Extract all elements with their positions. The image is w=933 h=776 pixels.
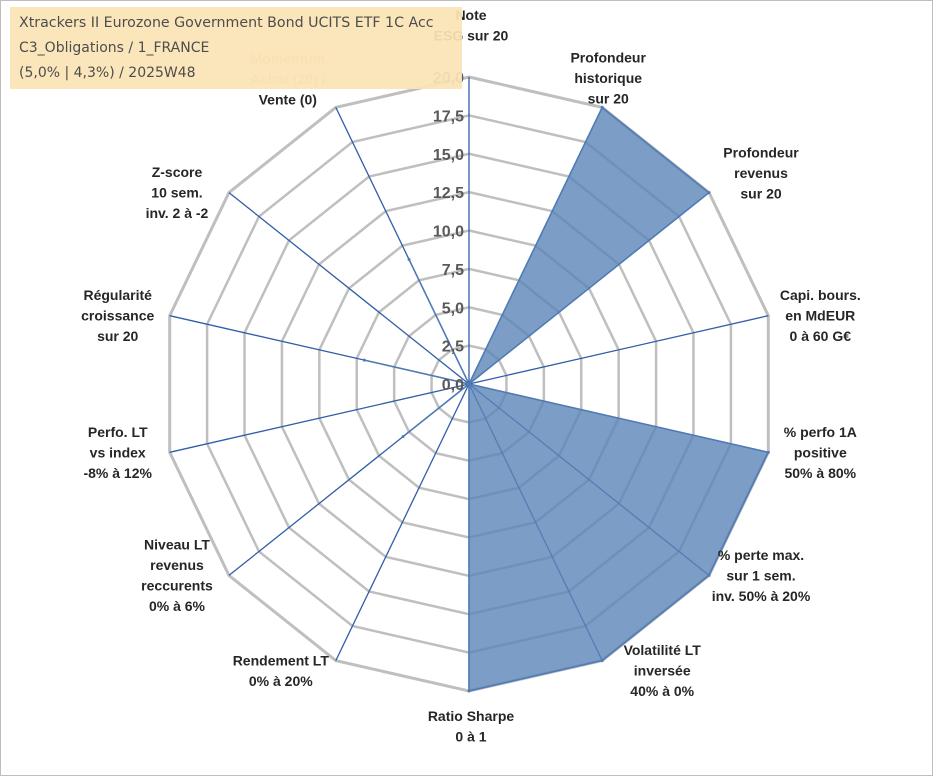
axis-label-8-line-0: Rendement LT — [233, 652, 330, 668]
fund-title: Xtrackers II Eurozone Government Bond UC… — [19, 15, 434, 31]
axis-label-7-line-1: 0 à 1 — [455, 729, 486, 745]
axis-label-11-line-2: sur 20 — [97, 328, 138, 344]
axis-label-2-line-1: revenus — [734, 165, 788, 181]
axis-label-12: Z-score 10 sem. inv. 2 à -2 — [146, 164, 209, 221]
axis-label-7: Ratio Sharpe 0 à 1 — [428, 708, 515, 745]
data-point-11 — [362, 358, 366, 362]
tick-label-1: 2,5 — [442, 339, 464, 356]
axis-label-5-line-2: inv. 50% à 20% — [712, 588, 811, 604]
data-point-13 — [407, 258, 411, 262]
tick-label-7: 17,5 — [433, 108, 464, 125]
data-point-4 — [766, 450, 770, 454]
axis-label-11-line-0: Régularité — [83, 287, 152, 303]
tick-label-5: 12,5 — [433, 185, 464, 202]
axis-label-6: Volatilité LT inversée 40% à 0% — [624, 642, 702, 699]
axis-label-9-line-3: 0% à 6% — [149, 598, 206, 614]
tick-label-4: 10,0 — [433, 224, 464, 241]
data-point-6 — [600, 659, 604, 663]
axis-label-12-line-2: inv. 2 à -2 — [146, 205, 209, 221]
data-point-5 — [707, 573, 711, 577]
axis-label-8-line-1: 0% à 20% — [249, 673, 313, 689]
axis-label-5: % perte max. sur 1 sem. inv. 50% à 20% — [712, 547, 811, 604]
axis-label-4-line-1: positive — [794, 444, 847, 460]
axis-label-0-line-0: Note — [455, 7, 486, 23]
axis-label-1-line-2: sur 20 — [588, 91, 629, 107]
axis-label-1: Profondeur historique sur 20 — [570, 50, 646, 107]
spoke-3 — [468, 315, 769, 385]
spoke-8 — [335, 383, 470, 661]
axis-label-6-line-2: 40% à 0% — [630, 683, 694, 699]
axis-label-10-line-2: -8% à 12% — [83, 465, 152, 481]
axis-label-6-line-0: Volatilité LT — [624, 642, 702, 658]
fund-params: (5,0% | 4,3%) / 2025W48 — [19, 65, 196, 81]
axis-label-4: % perfo 1A positive 50% à 80% — [784, 424, 857, 481]
axis-label-6-line-1: inversée — [634, 663, 691, 679]
axis-label-2-line-2: sur 20 — [740, 186, 781, 202]
axis-label-4-line-2: 50% à 80% — [784, 465, 856, 481]
tick-label-2: 5,0 — [442, 300, 464, 317]
axis-label-3-line-0: Capi. bours. — [780, 287, 861, 303]
axis-label-12-line-1: 10 sem. — [151, 185, 202, 201]
data-point-12 — [467, 382, 471, 386]
series-layer — [362, 105, 770, 693]
axis-label-9-line-2: reccurents — [141, 578, 213, 594]
tick-label-0: 0,0 — [442, 377, 464, 394]
tick-layer: 0,02,55,07,510,012,515,017,520,0 — [433, 70, 464, 394]
axis-label-2-line-0: Profondeur — [723, 145, 799, 161]
data-point-9 — [401, 435, 405, 439]
tick-label-6: 15,0 — [433, 147, 464, 164]
tick-label-3: 7,5 — [442, 262, 464, 279]
data-point-2 — [707, 191, 711, 195]
data-point-1 — [600, 105, 604, 109]
axis-label-8: Rendement LT 0% à 20% — [233, 652, 330, 689]
axis-label-12-line-0: Z-score — [152, 164, 203, 180]
axis-label-11-line-1: croissance — [81, 308, 154, 324]
axis-label-11: Régularité croissance sur 20 — [81, 287, 154, 344]
axis-label-9-line-1: revenus — [150, 557, 204, 573]
axis-label-13-line-2: Vente (0) — [259, 92, 317, 108]
fund-info-box: Xtrackers II Eurozone Government Bond UC… — [10, 7, 462, 89]
axis-label-10-line-0: Perfo. LT — [88, 424, 148, 440]
spoke-12 — [228, 192, 470, 385]
fund-category: C3_Obligations / 1_FRANCE — [19, 40, 210, 56]
axis-label-4-line-0: % perfo 1A — [784, 424, 857, 440]
axis-label-3: Capi. bours. en MdEUR 0 à 60 G€ — [780, 287, 861, 344]
axis-label-5-line-1: sur 1 sem. — [726, 567, 795, 583]
axis-label-10-line-1: vs index — [90, 444, 146, 460]
axis-label-7-line-0: Ratio Sharpe — [428, 708, 515, 724]
data-point-7 — [467, 689, 471, 693]
axis-label-5-line-0: % perte max. — [718, 547, 804, 563]
axis-label-3-line-2: 0 à 60 G€ — [790, 328, 852, 344]
axis-label-9-line-0: Niveau LT — [144, 537, 210, 553]
axis-label-3-line-1: en MdEUR — [785, 308, 855, 324]
axis-label-1-line-0: Profondeur — [570, 50, 646, 66]
axis-label-9: Niveau LT revenus reccurents 0% à 6% — [141, 537, 213, 615]
axis-label-2: Profondeur revenus sur 20 — [723, 145, 799, 202]
axis-label-10: Perfo. LT vs index -8% à 12% — [83, 424, 152, 481]
axis-label-1-line-1: historique — [574, 70, 642, 86]
spoke-10 — [169, 383, 470, 453]
